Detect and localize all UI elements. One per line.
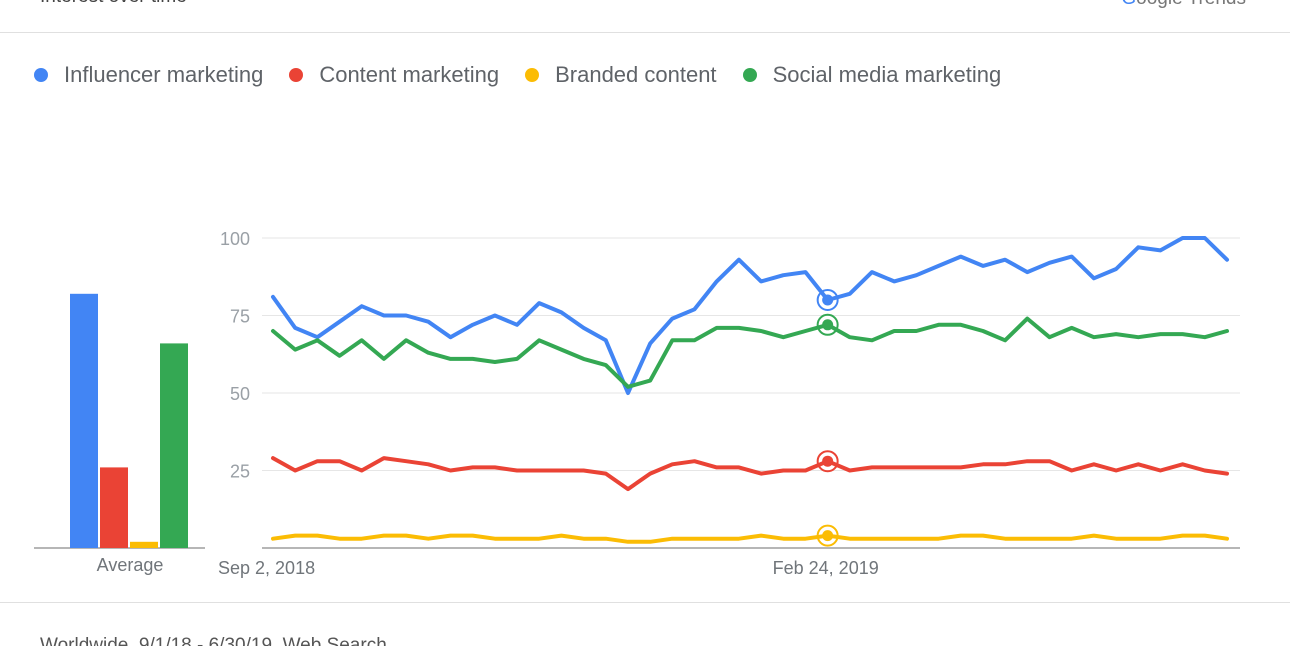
- average-bar-social-media-marketing: [160, 343, 188, 548]
- legend-label: Branded content: [555, 62, 717, 87]
- hover-point: [822, 455, 834, 467]
- legend-label: Influencer marketing: [64, 62, 264, 87]
- y-tick-label: 50: [230, 384, 250, 404]
- top-bar: Interest over time Google Trends: [0, 0, 1290, 33]
- google-trends-logo: Google Trends: [1121, 0, 1246, 10]
- chart-legend: Influencer marketing Content marketing Bra…: [34, 60, 1027, 90]
- hover-point: [822, 530, 834, 542]
- legend-item[interactable]: Social media marketing: [742, 62, 1002, 88]
- hover-ring: [816, 313, 839, 336]
- footer-caption: Worldwide. 9/1/18 - 6/30/19. Web Search.: [40, 635, 393, 646]
- y-tick-label: 25: [230, 462, 250, 482]
- average-bar-branded-content: [130, 541, 158, 548]
- x-tick-label: Feb 24, 2019: [773, 558, 879, 578]
- legend-dot-icon: [742, 68, 757, 82]
- hover-point: [822, 294, 834, 306]
- average-bar-influencer-marketing: [70, 293, 98, 548]
- hover-ring: [816, 289, 839, 311]
- y-tick-label: 75: [230, 307, 250, 327]
- legend-dot-icon: [525, 68, 540, 82]
- average-bar-content-marketing: [100, 467, 128, 548]
- chart-card-title: Interest over time: [40, 0, 187, 8]
- hover-point: [822, 319, 834, 331]
- hover-ring: [816, 524, 839, 547]
- series-line-social-media-marketing: [271, 316, 1229, 389]
- series-line-branded-content: [271, 533, 1229, 544]
- legend-dot-icon: [34, 68, 48, 82]
- legend-dot-icon: [289, 68, 304, 82]
- legend-item[interactable]: Content marketing: [289, 62, 499, 88]
- legend-label: Social media marketing: [772, 62, 1002, 87]
- average-bar-label: Average: [96, 555, 164, 575]
- y-tick-label: 100: [220, 229, 250, 249]
- series-line-influencer-marketing: [271, 236, 1229, 395]
- legend-item[interactable]: Branded content: [525, 62, 717, 88]
- series-line-content-marketing: [271, 456, 1229, 492]
- footer-bar: Worldwide. 9/1/18 - 6/30/19. Web Search.: [0, 602, 1290, 646]
- trends-chart: 25 50 75 100 Sep 2, 2018 Feb 24, 2019: [34, 229, 1240, 578]
- legend-item[interactable]: Influencer marketing: [34, 62, 263, 88]
- x-tick-label: Sep 2, 2018: [218, 558, 315, 578]
- hover-ring: [816, 450, 839, 473]
- legend-label: Content marketing: [319, 62, 500, 87]
